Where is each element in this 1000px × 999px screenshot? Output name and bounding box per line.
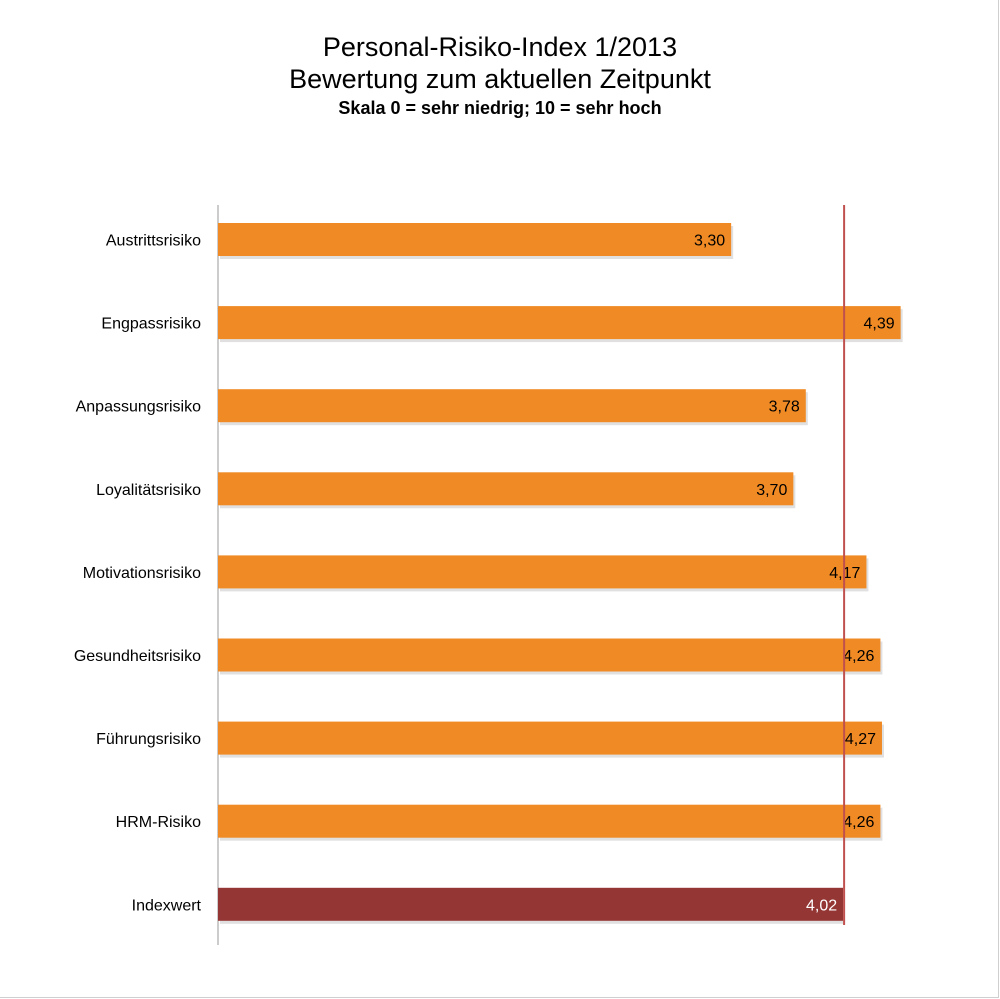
- value-label: 3,78: [769, 399, 800, 416]
- chart-scale-note: Skala 0 = sehr niedrig; 10 = sehr hoch: [338, 98, 662, 118]
- bar-1: [218, 306, 901, 340]
- category-label: Führungsrisiko: [96, 731, 201, 748]
- bar-0: [218, 223, 732, 256]
- value-label: 4,26: [843, 648, 874, 665]
- bar-2: [218, 389, 806, 423]
- value-label: 3,70: [756, 482, 787, 499]
- category-label: Loyalitätsrisiko: [96, 482, 201, 499]
- value-label: 4,27: [845, 731, 876, 748]
- category-label: HRM-Risiko: [116, 814, 201, 831]
- category-label: Gesundheitsrisiko: [74, 648, 201, 665]
- value-label: 3,30: [694, 233, 725, 250]
- bar-8: [218, 887, 844, 921]
- category-label: Engpassrisiko: [101, 316, 201, 333]
- bar-4: [218, 555, 867, 589]
- chart-title: Personal-Risiko-Index 1/2013: [322, 32, 678, 62]
- bar-6: [218, 721, 882, 755]
- bar-3: [218, 472, 794, 506]
- bar-5: [218, 638, 881, 672]
- bar-7: [218, 804, 881, 838]
- value-label: 4,26: [843, 814, 874, 831]
- value-label: 4,02: [806, 897, 837, 914]
- category-label: Anpassungsrisiko: [76, 399, 202, 416]
- category-label: Motivationsrisiko: [83, 565, 201, 582]
- value-label: 4,39: [864, 316, 895, 333]
- category-label: Austrittsrisiko: [106, 233, 201, 250]
- chart-subtitle: Bewertung zum aktuellen Zeitpunkt: [289, 64, 711, 94]
- category-label: Indexwert: [132, 897, 202, 914]
